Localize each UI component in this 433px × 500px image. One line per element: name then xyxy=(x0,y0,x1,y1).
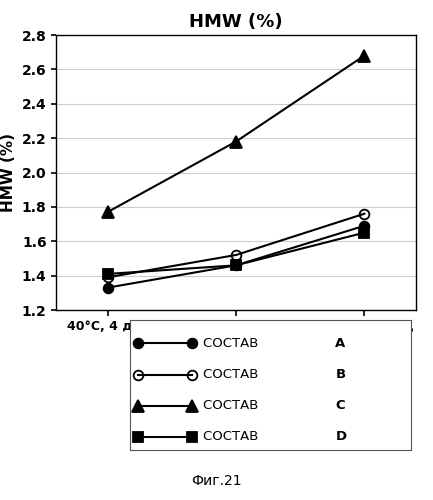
Text: C: C xyxy=(335,400,345,412)
Text: СОСТАВ: СОСТАВ xyxy=(203,337,267,350)
Title: HMW (%): HMW (%) xyxy=(189,12,283,30)
Y-axis label: HMW (%): HMW (%) xyxy=(1,133,16,212)
Text: СОСТАВ: СОСТАВ xyxy=(203,430,267,444)
Text: Фиг.21: Фиг.21 xyxy=(191,474,242,488)
Text: D: D xyxy=(335,430,346,444)
Text: A: A xyxy=(335,337,346,350)
Text: СОСТАВ: СОСТАВ xyxy=(203,400,267,412)
Text: B: B xyxy=(335,368,346,381)
Text: СОСТАВ: СОСТАВ xyxy=(203,368,267,381)
